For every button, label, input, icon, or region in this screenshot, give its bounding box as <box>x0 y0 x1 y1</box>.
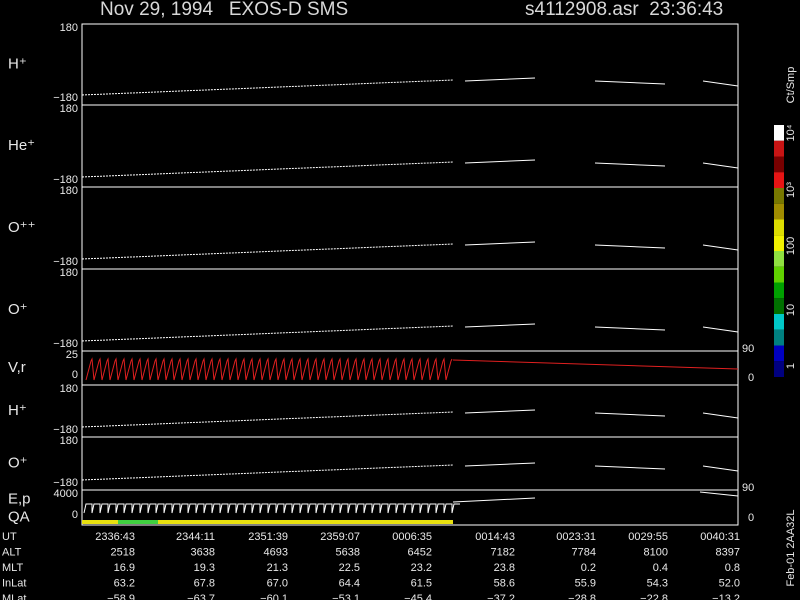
chart-subtitle: s4112908.asr 23:36:43 <box>525 0 723 20</box>
chart-title: Nov 29, 1994 EXOS-D SMS <box>100 0 348 20</box>
colorbar-label: Ct/Smp <box>785 67 797 104</box>
footer: Feb-01 2AA32L <box>785 509 797 586</box>
